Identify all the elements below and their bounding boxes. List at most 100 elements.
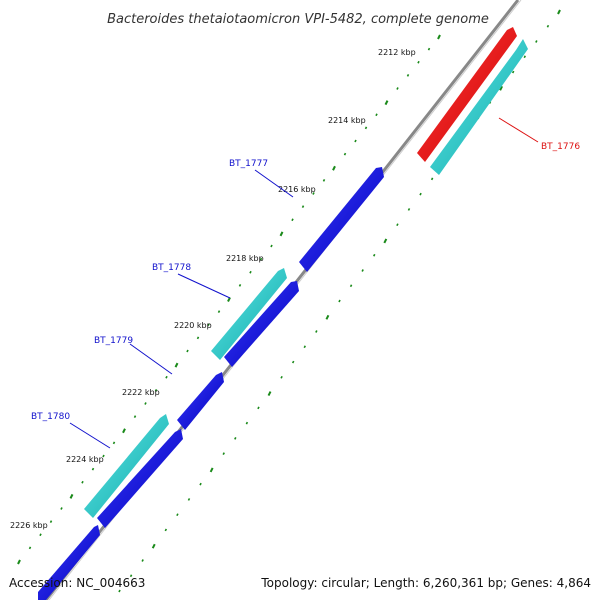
gene-arrow-bt1780[interactable] [97, 429, 183, 528]
ruler-tick [361, 269, 364, 272]
gene-leader-line [498, 117, 539, 143]
ruler-tick [383, 238, 388, 244]
ruler-tick [364, 126, 368, 130]
tick-marks: 2212 kbp 2214 kbp 2216 kbp 2218 kbp 2220 kbp… [10, 9, 561, 593]
gene-leader-line [69, 422, 111, 449]
ruler-tick [332, 165, 336, 171]
gene-arrow-bt1776[interactable] [417, 27, 517, 162]
ruler-tick [141, 559, 144, 562]
ruler-tick [39, 533, 42, 537]
ruler-tick [17, 559, 21, 565]
ruler-tick [28, 546, 32, 550]
gene-cds-bt1776[interactable] [430, 39, 528, 175]
map-title: Bacteroides thetaiotaomicron VPI-5482, c… [107, 12, 489, 27]
ruler-tick [322, 179, 326, 182]
gene-label-bt1779[interactable]: BT_1779 [94, 336, 133, 346]
ruler-tick [196, 336, 200, 340]
ruler-tick [396, 223, 399, 227]
ruler-tick [249, 270, 252, 274]
ruler-tick [499, 85, 503, 91]
ruler-tick [343, 152, 347, 156]
ruler-tick [257, 406, 260, 410]
ruler-tick [373, 253, 376, 257]
ruler-tick [375, 113, 378, 117]
ruler-tick [133, 415, 137, 418]
ruler-tick [349, 284, 353, 288]
ruler-tick [535, 40, 538, 43]
ruler-tick [267, 391, 272, 397]
ruler-tick [354, 139, 357, 143]
ruler-tick [91, 467, 95, 471]
ruler-tick [407, 208, 411, 211]
ruler-tick [315, 330, 318, 333]
ruler-tick [417, 60, 420, 64]
ruler-tick [384, 100, 389, 106]
ruler-tick [419, 192, 422, 196]
ruler-tick [238, 284, 242, 287]
ruler-tick [291, 218, 294, 222]
tick-label: 2226 kbp [10, 521, 48, 530]
gene-leader-line [177, 273, 231, 299]
ruler-tick [511, 70, 515, 74]
tick-label: 2224 kbp [66, 455, 104, 464]
ruler-tick [154, 389, 158, 392]
ruler-tick [49, 520, 53, 523]
gene-label-bt1780[interactable]: BT_1780 [31, 412, 70, 422]
ruler-tick [437, 34, 441, 40]
ruler-tick [338, 299, 341, 303]
ruler-tick [312, 192, 315, 195]
ruler-tick [406, 74, 410, 77]
ruler-tick [209, 467, 214, 473]
ruler-tick [129, 574, 133, 578]
ruler-tick [102, 454, 105, 458]
tick-label: 2214 kbp [328, 116, 366, 125]
ruler-tick [118, 589, 121, 593]
ruler-tick [301, 205, 305, 208]
ruler-tick [222, 452, 225, 455]
gene-cds-bt1778[interactable] [211, 268, 287, 360]
ruler-tick [427, 47, 431, 51]
ruler-tick [60, 507, 63, 510]
ruler-tick [199, 482, 202, 486]
ruler-tick [164, 528, 168, 532]
ruler-tick [430, 177, 434, 181]
ruler-tick [187, 498, 191, 501]
gene-arrow-next[interactable] [38, 525, 100, 600]
ruler-tick [151, 543, 156, 549]
gene-label-bt1778[interactable]: BT_1778 [152, 263, 191, 273]
tick-label: 2222 kbp [122, 388, 160, 397]
ruler-tick [546, 24, 550, 28]
gene-label-bt1776[interactable]: BT_1776 [541, 142, 580, 152]
ruler-tick [303, 345, 306, 349]
ruler-tick [207, 323, 210, 327]
ruler-tick [270, 244, 273, 248]
ruler-tick [523, 55, 526, 59]
accession-text: Accession: NC_004663 [9, 576, 146, 590]
ruler-tick [396, 87, 399, 90]
ruler-tick [176, 513, 179, 517]
tick-label: 2216 kbp [278, 185, 316, 194]
tick-label: 2218 kbp [226, 254, 264, 263]
ruler-tick [280, 375, 283, 379]
gene-arrow-bt1778[interactable] [224, 281, 299, 367]
ruler-tick [279, 231, 284, 237]
gene-label-bt1777[interactable]: BT_1777 [229, 159, 268, 169]
topology-text: Topology: circular; Length: 6,260,361 bp… [261, 576, 591, 590]
ruler-tick [259, 257, 263, 261]
ruler-tick [325, 314, 330, 320]
ruler-tick [112, 441, 116, 445]
ruler-tick [217, 310, 221, 313]
ruler-tick [69, 493, 74, 499]
tick-label: 2212 kbp [378, 48, 416, 57]
ruler-tick [234, 437, 237, 440]
ruler-tick [144, 402, 147, 405]
gene-cds-bt1780[interactable] [84, 414, 169, 518]
gene-arrow-bt1779[interactable] [177, 372, 224, 430]
gene-leader-line [254, 169, 294, 198]
ruler-tick [165, 375, 168, 379]
gene-arrow-bt1777[interactable] [299, 167, 384, 272]
ruler-tick [122, 428, 126, 434]
ruler-tick [174, 362, 179, 368]
ruler-tick [81, 480, 84, 484]
